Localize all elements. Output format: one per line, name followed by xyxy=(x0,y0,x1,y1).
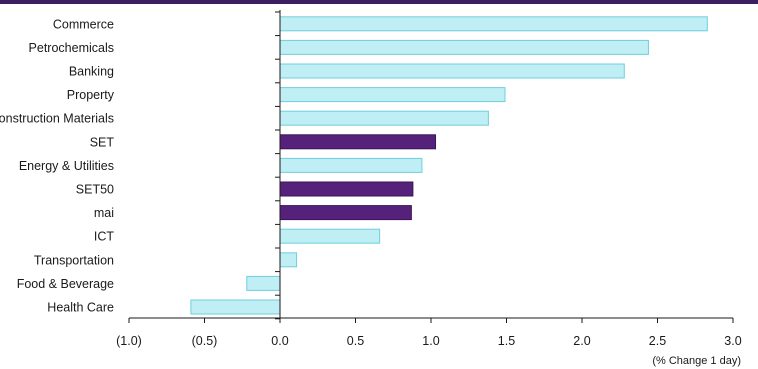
x-tick-label: 0.0 xyxy=(271,334,288,348)
axes-group xyxy=(128,10,734,323)
x-axis-unit-label: (% Change 1 day) xyxy=(652,355,741,367)
bar-health-care xyxy=(190,299,281,315)
category-label: SET50 xyxy=(76,183,114,197)
category-label: Property xyxy=(67,88,115,102)
bar-property xyxy=(279,87,506,103)
bar-petrochemicals xyxy=(279,39,649,55)
bar-transportation xyxy=(279,252,298,268)
bar-banking xyxy=(279,63,625,79)
bar-commerce xyxy=(279,16,708,32)
category-label: mai xyxy=(94,206,114,220)
bar-set xyxy=(279,134,437,150)
x-tick-label: 0.5 xyxy=(347,334,364,348)
category-label: SET xyxy=(90,135,115,149)
bar-set50 xyxy=(279,181,414,197)
x-tick-label: (1.0) xyxy=(116,334,142,348)
tick-labels: (1.0) (0.5) 0.0 0.5 1.0 1.5 2.0 2.5 3.0 xyxy=(116,334,742,348)
bar-ict xyxy=(279,228,381,244)
bar-energy-utilities xyxy=(279,157,423,173)
category-label: Banking xyxy=(69,65,114,79)
category-label: Food & Beverage xyxy=(17,277,114,291)
category-label: Health Care xyxy=(47,301,114,315)
bars-group xyxy=(190,16,708,315)
x-tick-label: 2.5 xyxy=(649,334,666,348)
category-label: Construction Materials xyxy=(0,112,114,126)
bar-construction-materials xyxy=(279,110,489,126)
bar-mai xyxy=(279,205,412,221)
x-tick-label: 1.0 xyxy=(422,334,439,348)
x-tick-label: 1.5 xyxy=(498,334,515,348)
x-tick-label: 2.0 xyxy=(573,334,590,348)
bar-food-beverage xyxy=(246,275,281,291)
category-label: Commerce xyxy=(53,17,114,31)
category-label: Transportation xyxy=(34,253,114,267)
category-label: ICT xyxy=(94,230,115,244)
category-label: Petrochemicals xyxy=(29,41,114,55)
x-tick-label: (0.5) xyxy=(192,334,218,348)
top-rule xyxy=(0,0,758,4)
category-label: Energy & Utilities xyxy=(19,159,114,173)
x-tick-label: 3.0 xyxy=(724,334,741,348)
category-labels: Commerce Petrochemicals Banking Property Con… xyxy=(0,17,115,314)
